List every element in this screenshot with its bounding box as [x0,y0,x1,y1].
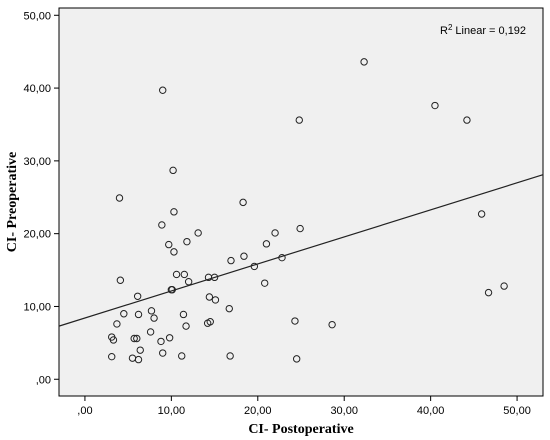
data-point [172,270,181,279]
data-point [159,86,167,94]
data-point [295,116,303,124]
data-point [109,336,118,344]
x-tick-label: 20,00 [244,405,272,417]
data-point [157,337,165,346]
data-point [180,270,189,279]
data-point [184,278,193,286]
data-point [227,256,235,265]
data-point [158,221,166,229]
data-point [170,248,178,256]
r-squared-value: Linear = 0,192 [455,25,526,37]
data-point [206,318,214,326]
x-tick-label: ,00 [77,405,92,417]
y-tick-label: ,00 [36,374,51,386]
data-point [210,273,219,282]
data-point [182,322,190,330]
data-point [170,208,178,216]
data-point [168,286,176,294]
data-point [179,310,188,319]
data-point [136,346,144,354]
r-squared-superscript: 2 [448,23,453,32]
r-squared-annotation: R2 Linear = 0,192 [440,23,526,37]
data-point [134,310,143,319]
data-point [165,334,174,342]
data-point [194,229,202,237]
data-point [178,352,186,360]
data-point [165,240,173,249]
data-point [278,253,286,262]
data-point [115,194,124,202]
data-point [133,334,141,343]
data-point [296,224,304,233]
data-point [240,252,248,260]
data-point [133,292,142,300]
linear-fit-line [58,174,544,327]
data-point [211,296,220,304]
data-point [431,101,439,110]
y-tick-label: 10,00 [23,301,51,313]
x-tick-label: 10,00 [158,405,186,417]
data-point [328,320,336,329]
y-tick-label: 40,00 [23,83,51,95]
y-tick-label: 20,00 [23,229,51,241]
data-point [226,352,234,360]
x-axis-title: CI- Postoperative [248,422,353,437]
x-axis-ticks: ,00 10,00 20,00 30,00 40,00 50,00 [77,396,531,417]
data-point [150,314,158,322]
y-tick-label: 50,00 [23,10,51,22]
y-axis-ticks: ,00 10,00 20,00 30,00 40,00 50,00 [23,10,59,386]
data-point [225,304,233,313]
data-point [292,355,301,363]
data-point [146,328,155,336]
data-point [250,262,259,271]
data-point [360,58,368,66]
data-point [108,352,116,361]
data-point [262,240,271,248]
data-point [120,310,128,318]
y-tick-label: 30,00 [23,156,51,168]
data-point [271,229,279,237]
x-tick-label: 50,00 [503,405,531,417]
r-squared-symbol: R [440,25,448,37]
y-axis-title: CI- Preoperative [5,152,20,252]
data-point [239,198,247,207]
data-point [130,334,138,343]
data-point [484,288,493,297]
data-point [477,210,486,218]
data-point [113,320,121,328]
data-point [116,276,125,284]
data-point [169,166,177,175]
plot-area [58,7,544,397]
data-point [291,317,299,325]
data-point [159,349,167,357]
data-point [463,116,471,124]
data-point [205,293,214,301]
x-tick-label: 40,00 [417,405,445,417]
data-point [500,282,508,290]
x-tick-label: 30,00 [330,405,358,417]
data-points [108,58,508,364]
data-point [134,355,143,364]
data-point [183,237,191,246]
data-point [147,307,156,315]
data-point [261,279,269,287]
